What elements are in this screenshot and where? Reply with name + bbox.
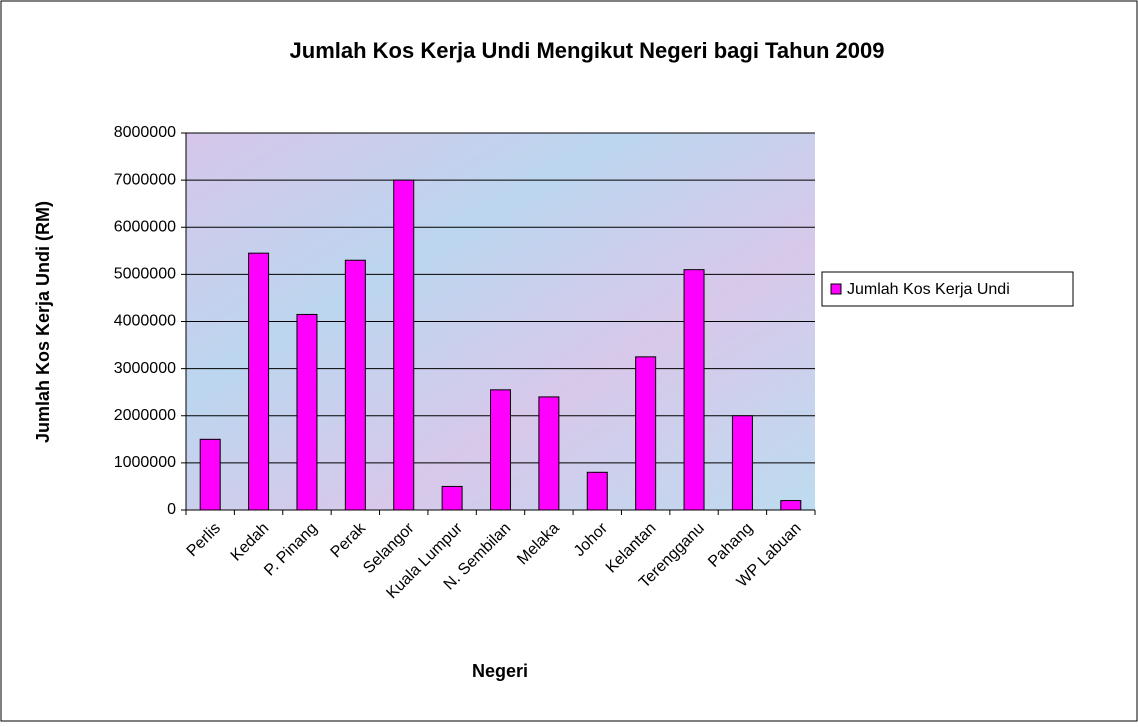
- y-axis-label: Jumlah Kos Kerja Undi (RM): [33, 201, 53, 443]
- bar: [586, 471, 608, 511]
- chart-title: Jumlah Kos Kerja Undi Mengikut Negeri ba…: [290, 38, 885, 63]
- bar: [731, 415, 753, 511]
- bar: [441, 485, 463, 511]
- bar: [538, 396, 560, 511]
- y-tick-label: 4000000: [114, 313, 176, 330]
- y-tick-label: 1000000: [114, 454, 176, 471]
- bar: [344, 259, 366, 511]
- legend-swatch: [830, 283, 842, 295]
- y-tick-label: 0: [167, 501, 176, 518]
- bar: [490, 389, 511, 511]
- bar: [683, 269, 705, 511]
- bar: [296, 313, 318, 511]
- y-tick-label: 7000000: [114, 171, 176, 188]
- y-tick-label: 2000000: [114, 407, 176, 424]
- x-axis-label: Negeri: [472, 661, 528, 681]
- y-tick-label: 5000000: [114, 266, 176, 283]
- bar: [248, 252, 270, 511]
- y-tick-label: 6000000: [114, 218, 176, 235]
- legend: [821, 271, 1074, 307]
- legend-label: Jumlah Kos Kerja Undi: [847, 281, 1010, 298]
- bar: [199, 438, 221, 511]
- bar: [780, 500, 802, 511]
- bar: [393, 179, 415, 511]
- y-tick-label: 3000000: [114, 360, 176, 377]
- bar: [635, 356, 657, 511]
- y-tick-label: 8000000: [114, 124, 176, 141]
